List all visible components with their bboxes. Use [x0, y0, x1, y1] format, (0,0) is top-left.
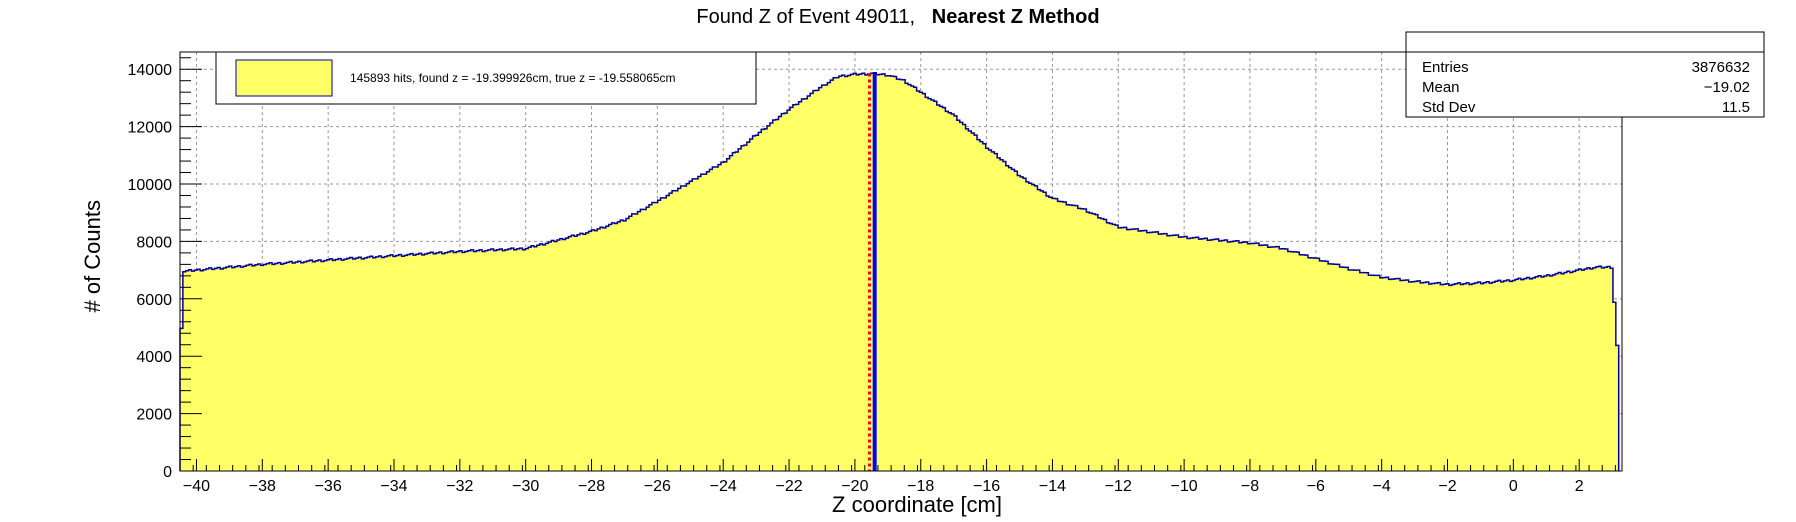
x-tick-label-3: −34: [380, 478, 407, 495]
x-tick-label-9: −22: [775, 478, 802, 495]
histogram-area: [180, 72, 1619, 472]
stats-entries-value: 3876632: [1692, 59, 1750, 76]
x-tick-label-21: 2: [1575, 478, 1584, 495]
x-tick-label-8: −24: [710, 478, 737, 495]
x-tick-label-10: −20: [841, 478, 868, 495]
x-tick-label-16: −8: [1241, 478, 1259, 495]
x-axis-ticks: −40 −38 −36 −34 −32 −30 −28 −26 −24 −22 −20 −18 −16−…: [179, 459, 1616, 495]
stats-frame: [1405, 31, 1765, 118]
y-tick-label-5: 10000: [128, 177, 173, 194]
x-tick-label-12: −16: [973, 478, 1000, 495]
y-tick-label-7: 14000: [128, 62, 173, 79]
y-tick-label-6: 12000: [128, 120, 173, 137]
x-tick-label-18: −4: [1373, 478, 1391, 495]
y-axis-title: # of Counts: [80, 200, 105, 313]
histogram-outline: [179, 72, 1620, 471]
stats-stddev-label: Std Dev: [1422, 99, 1476, 116]
chart-title: Found Z of Event 49011, Nearest Z Method: [0, 6, 1796, 29]
plot-frame: [179, 51, 1623, 472]
y-tick-label-3: 6000: [136, 292, 172, 309]
y-tick-label-4: 8000: [136, 234, 172, 251]
y-tick-label-2: 4000: [136, 349, 172, 366]
x-tick-label-2: −36: [315, 478, 342, 495]
x-tick-label-1: −38: [249, 478, 276, 495]
x-tick-label-13: −14: [1039, 478, 1066, 495]
vertical-markers: [867, 73, 877, 471]
x-axis-title: Z coordinate [cm]: [832, 492, 1002, 517]
legend-swatch: [235, 59, 333, 97]
y-tick-label-0: 0: [163, 464, 172, 481]
x-tick-label-17: −6: [1307, 478, 1325, 495]
x-tick-label-15: −10: [1171, 478, 1198, 495]
legend-box: 145893 hits, found z = -19.399926cm, tru…: [215, 51, 757, 105]
stats-mean-value: −19.02: [1704, 79, 1750, 96]
stats-stddev-value: 11.5: [1722, 99, 1750, 116]
legend-entry: 145893 hits, found z = -19.399926cm, tru…: [350, 71, 676, 85]
stats-entries-label: Entries: [1422, 59, 1469, 76]
x-tick-label-4: −32: [446, 478, 473, 495]
x-tick-label-14: −12: [1105, 478, 1132, 495]
x-tick-label-11: −18: [907, 478, 934, 495]
x-tick-label-7: −26: [644, 478, 671, 495]
chart-title-method: Nearest Z Method: [931, 6, 1100, 28]
x-tick-label-20: 0: [1509, 478, 1518, 495]
x-tick-label-0: −40: [183, 478, 210, 495]
x-tick-label-5: −30: [512, 478, 539, 495]
x-tick-label-6: −28: [578, 478, 605, 495]
y-tick-label-1: 2000: [136, 407, 172, 424]
stats-box: Entries 3876632 Mean −19.02 Std Dev 11.5: [1405, 31, 1765, 118]
chart-title-prefix: Found Z of Event 49011,: [696, 6, 916, 28]
stats-mean-label: Mean: [1422, 79, 1460, 96]
x-tick-label-19: −2: [1438, 478, 1456, 495]
y-axis-ticks: 0 2000 4000 6000 8000 10000 12000 14000: [128, 57, 202, 481]
